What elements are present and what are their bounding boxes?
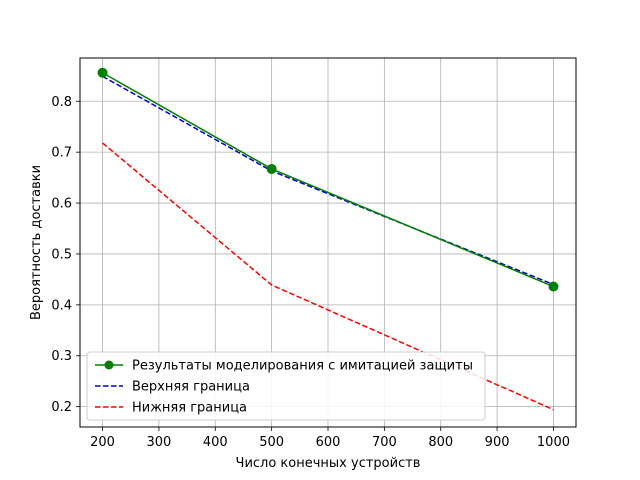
y-tick-label: 0.5 [51,247,72,262]
legend-marker [104,360,114,370]
legend-box [86,351,486,421]
x-tick-label: 700 [372,435,397,450]
y-tick-label: 0.7 [51,146,72,161]
legend: Результаты моделирования с имитацией защ… [86,351,486,421]
x-tick-label: 800 [428,435,453,450]
data-point [266,163,277,174]
x-tick-label: 900 [485,435,510,450]
x-tick-label: 400 [203,435,228,450]
x-tick-label: 200 [90,435,115,450]
y-tick-label: 0.4 [51,298,72,313]
ticks: 200 300 400 500 600 700 800 900 1000 0.2 0.3 0.4 0.5… [51,95,570,450]
data-point [97,67,108,78]
y-tick-label: 0.3 [51,349,72,364]
y-tick-label: 0.8 [51,95,72,110]
legend-label: Нижняя граница [132,401,247,416]
legend-label: Верхняя граница [132,380,250,395]
legend-label: Результаты моделирования с имитацией защ… [132,359,473,374]
x-tick-label: 300 [146,435,171,450]
y-axis-title: Вероятность доставки [29,165,44,320]
x-tick-label: 600 [316,435,341,450]
y-tick-label: 0.2 [51,400,72,415]
y-tick-label: 0.6 [51,197,72,212]
x-axis-title: Число конечных устройств [236,456,421,471]
x-tick-label: 1000 [537,435,570,450]
data-point [548,281,559,292]
x-tick-label: 500 [259,435,284,450]
